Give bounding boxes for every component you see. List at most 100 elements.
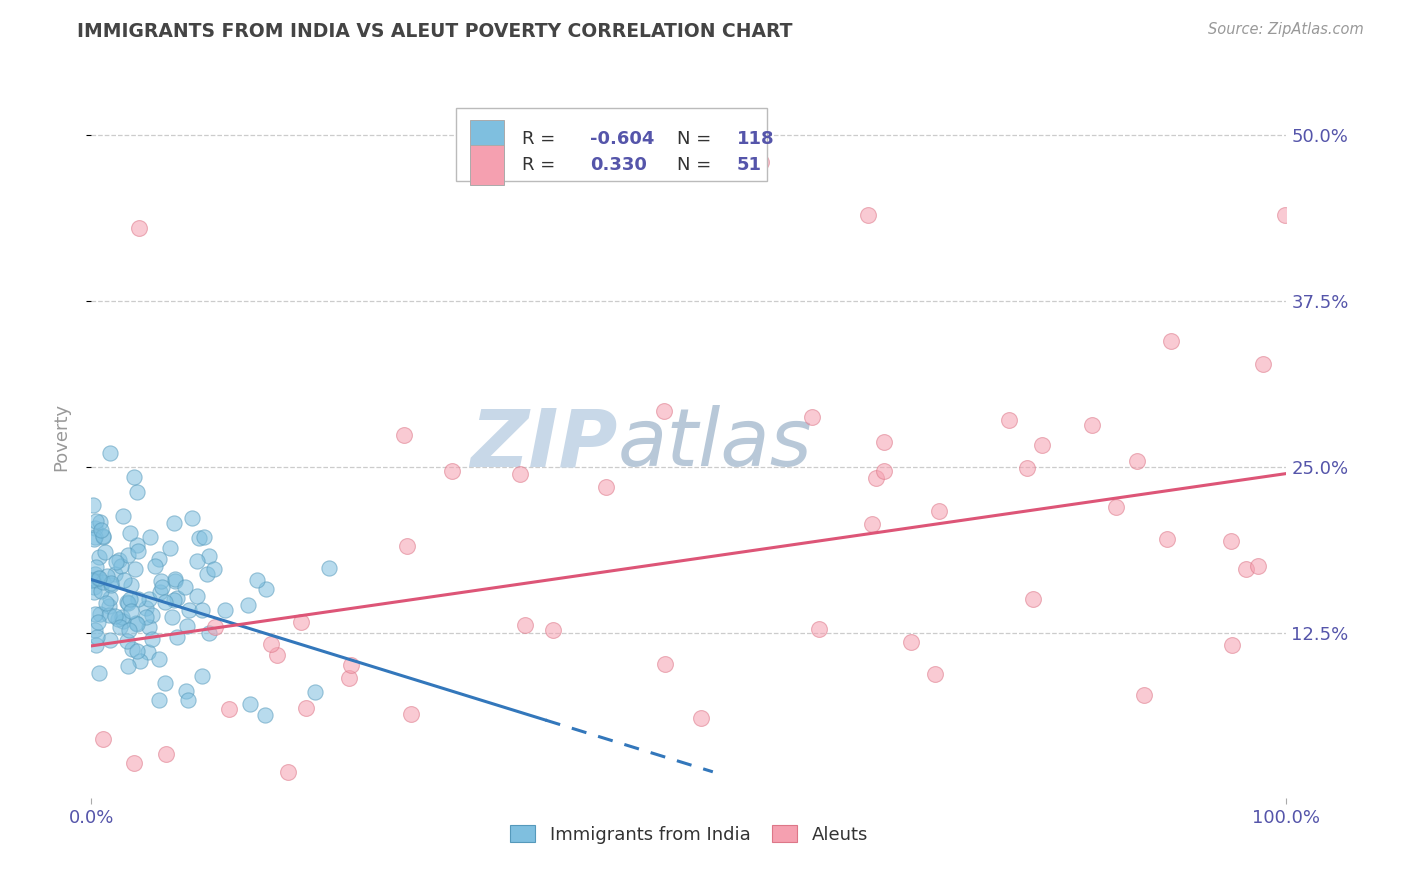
Point xyxy=(1234,562,1257,576)
Point xyxy=(1081,418,1104,433)
Point xyxy=(91,529,114,543)
Point xyxy=(98,591,121,605)
Point xyxy=(112,615,135,629)
Point xyxy=(198,626,221,640)
Point xyxy=(112,573,135,587)
Point xyxy=(1160,334,1182,348)
Point xyxy=(138,530,160,544)
FancyBboxPatch shape xyxy=(470,145,503,185)
Point xyxy=(266,648,288,663)
Point xyxy=(155,747,177,761)
Point xyxy=(1247,559,1270,574)
Point xyxy=(1156,533,1178,547)
Point xyxy=(173,580,195,594)
Point xyxy=(160,610,183,624)
Text: R =: R = xyxy=(522,130,561,148)
Point xyxy=(96,569,118,583)
Point xyxy=(120,604,142,618)
Point xyxy=(191,602,214,616)
Text: 0.330: 0.330 xyxy=(589,156,647,174)
Point xyxy=(190,668,212,682)
Point xyxy=(89,666,111,681)
Point xyxy=(187,531,209,545)
Point xyxy=(513,618,536,632)
Point xyxy=(153,675,176,690)
Point xyxy=(120,577,142,591)
Text: N =: N = xyxy=(678,130,717,148)
Point xyxy=(84,567,107,582)
FancyBboxPatch shape xyxy=(456,108,766,180)
Point xyxy=(100,575,122,590)
Point xyxy=(94,596,117,610)
Point xyxy=(195,566,218,581)
Point xyxy=(808,622,831,636)
Point xyxy=(91,575,114,590)
Point xyxy=(873,464,896,478)
Point xyxy=(120,592,142,607)
Text: -0.604: -0.604 xyxy=(589,130,654,148)
Point xyxy=(125,538,148,552)
Point xyxy=(163,592,186,607)
Point xyxy=(122,756,145,770)
Point xyxy=(104,608,127,623)
Point xyxy=(652,403,675,417)
Point xyxy=(117,597,139,611)
Point xyxy=(108,620,131,634)
Point xyxy=(94,545,117,559)
Point xyxy=(218,702,240,716)
Point xyxy=(595,480,617,494)
Point xyxy=(87,615,110,629)
Point xyxy=(900,635,922,649)
Point xyxy=(118,624,141,638)
Point xyxy=(117,595,139,609)
Point xyxy=(856,208,880,222)
Point xyxy=(1017,461,1039,475)
Point xyxy=(159,541,181,555)
Point xyxy=(117,659,139,673)
Point xyxy=(153,595,176,609)
Text: 118: 118 xyxy=(737,130,775,148)
Text: Source: ZipAtlas.com: Source: ZipAtlas.com xyxy=(1208,22,1364,37)
Point xyxy=(163,574,186,589)
Point xyxy=(260,637,283,651)
Point xyxy=(166,630,188,644)
Point xyxy=(82,499,104,513)
Point xyxy=(83,585,105,599)
Y-axis label: Poverty: Poverty xyxy=(52,403,70,471)
Point xyxy=(204,620,226,634)
Point xyxy=(290,615,312,629)
Point xyxy=(239,697,262,711)
Text: 51: 51 xyxy=(737,156,762,174)
Point xyxy=(654,657,676,671)
Point xyxy=(749,155,772,169)
Point xyxy=(87,571,110,585)
Point xyxy=(100,632,122,647)
Point xyxy=(91,732,114,747)
Point xyxy=(873,434,896,449)
Point xyxy=(87,571,110,585)
Point xyxy=(87,550,110,565)
Point xyxy=(163,572,186,586)
Point xyxy=(124,562,146,576)
Point xyxy=(83,581,105,595)
Point xyxy=(392,427,415,442)
Point xyxy=(148,652,170,666)
Point xyxy=(399,707,422,722)
Point xyxy=(689,710,711,724)
Point xyxy=(122,469,145,483)
Point xyxy=(83,530,105,544)
Point xyxy=(148,551,170,566)
Point xyxy=(107,612,129,626)
Point xyxy=(1104,500,1126,514)
Point xyxy=(162,516,184,530)
Point xyxy=(246,573,269,587)
Point xyxy=(277,764,299,779)
Point xyxy=(84,607,107,621)
Point xyxy=(339,658,361,673)
Point xyxy=(176,692,198,706)
Point xyxy=(294,701,316,715)
Point xyxy=(127,544,149,558)
Point xyxy=(127,592,149,607)
Point xyxy=(90,524,112,538)
Point xyxy=(138,620,160,634)
